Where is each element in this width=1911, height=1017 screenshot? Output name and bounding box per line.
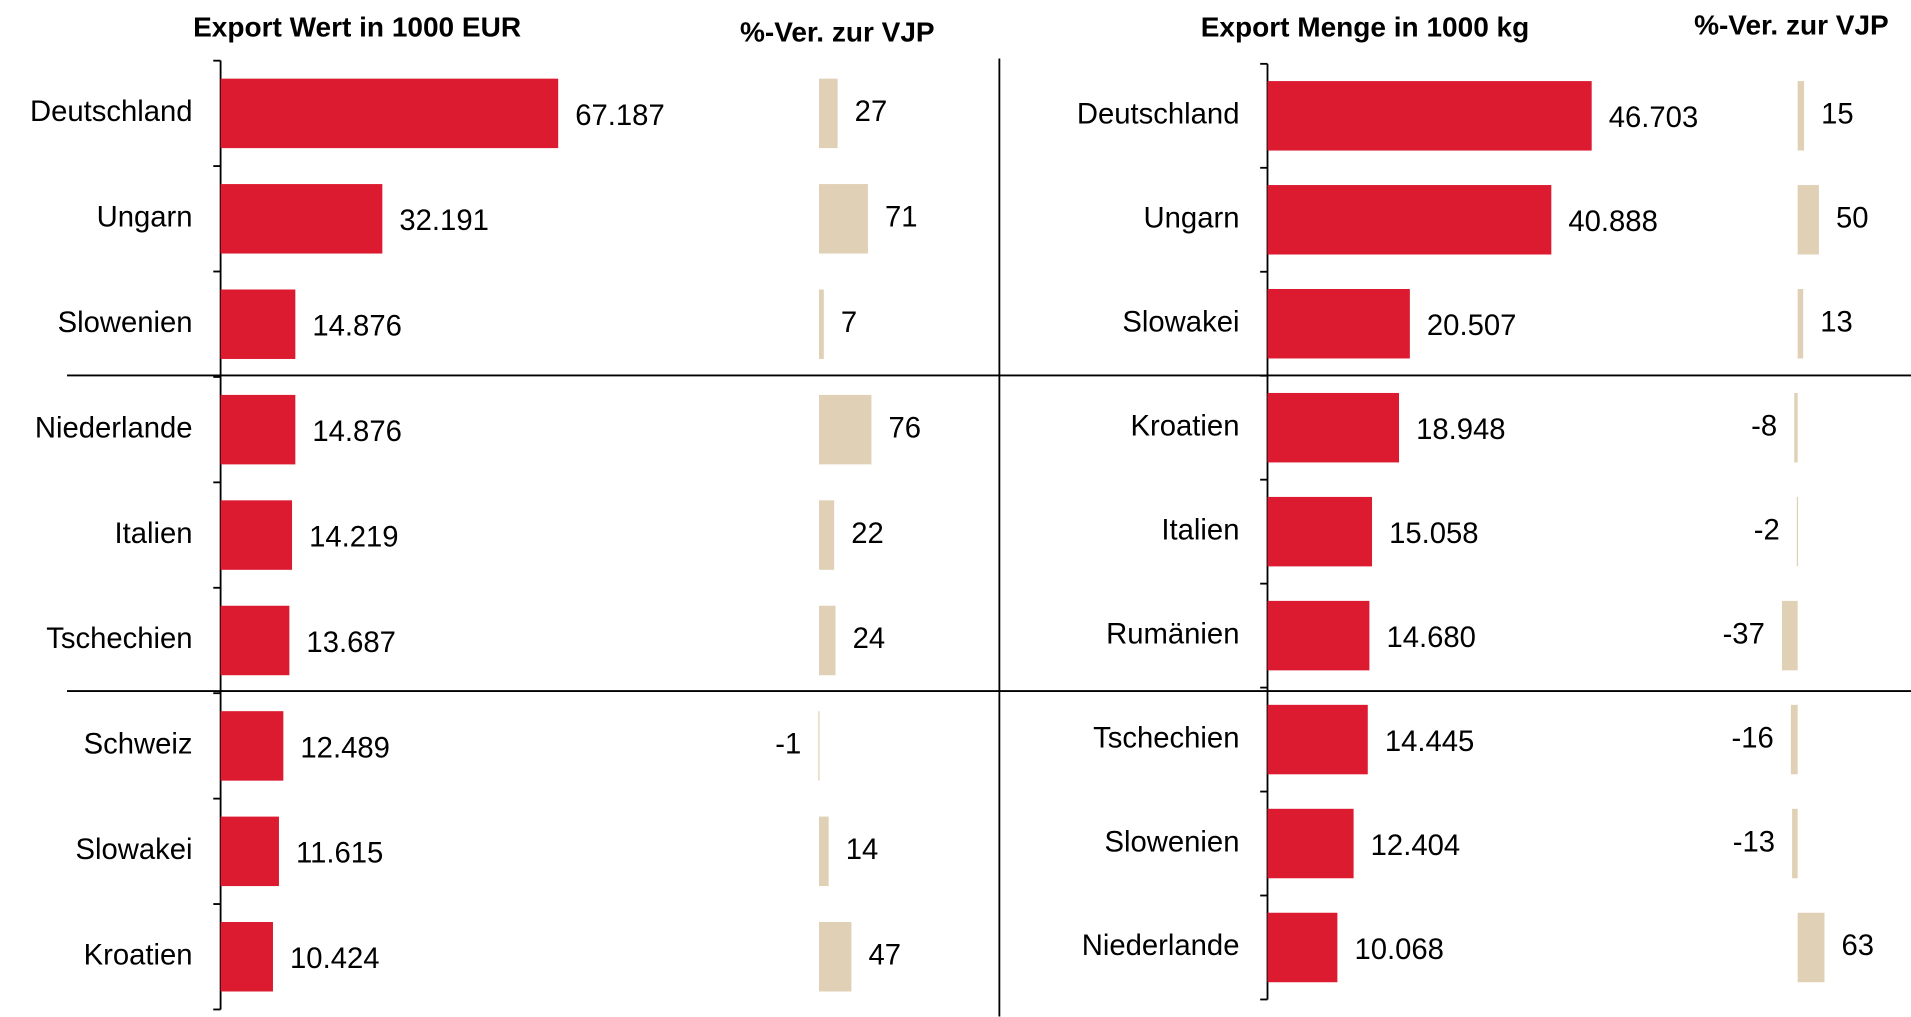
value-bar (220, 394, 296, 465)
category-label: Slowakei (1122, 306, 1239, 338)
category-label: Kroatien (84, 939, 193, 971)
change-bar (819, 922, 852, 992)
value-bar (220, 289, 296, 359)
change-bar (1792, 808, 1798, 879)
value-label: 18.948 (1416, 414, 1505, 446)
change-label: 15 (1821, 99, 1854, 131)
category-label: Deutschland (30, 96, 193, 128)
value-bar (220, 184, 383, 254)
change-label: 71 (885, 202, 918, 234)
category-label: Deutschland (1077, 99, 1240, 131)
change-label: 7 (841, 307, 857, 339)
change-bar (819, 184, 868, 254)
value-label: 46.703 (1609, 102, 1698, 134)
change-label: -16 (1732, 722, 1774, 754)
change-bar (1796, 496, 1799, 567)
value-bar (1267, 600, 1370, 671)
value-label: 12.404 (1371, 830, 1460, 862)
category-label: Tschechien (46, 623, 192, 655)
change-label: 22 (851, 518, 884, 550)
change-bar (1781, 600, 1798, 671)
value-bar (1267, 912, 1338, 983)
category-label: Kroatien (1131, 410, 1240, 442)
value-bar (220, 78, 559, 149)
value-label: 14.876 (312, 311, 401, 343)
change-bar (819, 816, 829, 887)
value-label: 32.191 (399, 205, 488, 237)
change-label: -13 (1733, 826, 1775, 858)
change-label: 24 (853, 623, 886, 655)
value-bar (220, 605, 290, 676)
value-label: 12.489 (300, 732, 389, 764)
value-label: 13.687 (306, 627, 395, 659)
category-label: Italien (1161, 514, 1239, 546)
value-label: 15.058 (1389, 518, 1478, 550)
value-bar (220, 500, 293, 570)
value-label: 14.876 (312, 416, 401, 448)
category-label: Slowakei (76, 834, 193, 866)
change-label: 13 (1820, 306, 1853, 338)
category-label: Niederlande (35, 412, 193, 444)
change-label: 47 (868, 939, 901, 971)
value-label: 40.888 (1568, 206, 1657, 238)
category-label: Ungarn (97, 202, 193, 234)
value-label: 14.680 (1386, 622, 1475, 654)
value-bar (220, 711, 284, 781)
change-bar (819, 605, 836, 676)
category-label: Slowenien (58, 307, 193, 339)
change-label: 63 (1842, 930, 1875, 962)
change-bar (1797, 185, 1819, 255)
change-label: -37 (1723, 618, 1765, 650)
category-label: Ungarn (1144, 203, 1240, 235)
change-label: 50 (1836, 203, 1869, 235)
value-title: Export Wert in 1000 EUR (193, 12, 521, 43)
value-bar (1267, 392, 1400, 463)
value-label: 10.068 (1354, 934, 1443, 966)
change-label: -8 (1751, 410, 1777, 442)
change-label: 76 (888, 412, 921, 444)
change-bar (819, 289, 824, 359)
value-label: 20.507 (1427, 310, 1516, 342)
category-label: Schweiz (84, 729, 193, 761)
change-bar (818, 711, 820, 781)
value-label: 14.219 (309, 521, 398, 553)
value-bar (1267, 289, 1410, 359)
change-bar (1797, 289, 1804, 359)
category-label: Niederlande (1082, 930, 1240, 962)
value-bar (1267, 496, 1373, 567)
value-bar (220, 922, 273, 992)
value-bar (1267, 81, 1592, 151)
change-bar (819, 78, 838, 149)
value-label: 11.615 (296, 838, 383, 870)
change-label: 14 (846, 834, 879, 866)
change-label: -1 (775, 729, 801, 761)
value-label: 10.424 (290, 943, 379, 975)
value-bar (1267, 185, 1552, 255)
change-label: -2 (1754, 514, 1780, 546)
change-title: %-Ver. zur VJP (740, 17, 935, 48)
change-bar (1790, 704, 1798, 775)
category-label: Rumänien (1106, 618, 1239, 650)
value-bar (1267, 704, 1368, 775)
change-bar (1797, 912, 1825, 983)
change-bar (1797, 81, 1805, 151)
change-label: 27 (855, 96, 888, 128)
category-label: Slowenien (1105, 826, 1240, 858)
value-label: 14.445 (1385, 726, 1474, 758)
change-title: %-Ver. zur VJP (1694, 9, 1889, 40)
category-label: Tschechien (1093, 722, 1239, 754)
change-bar (819, 500, 835, 570)
change-bar (1794, 392, 1798, 463)
change-bar (819, 394, 872, 465)
value-title: Export Menge in 1000 kg (1201, 12, 1530, 43)
value-bar (1267, 808, 1354, 879)
value-bar (220, 816, 279, 887)
category-label: Italien (115, 518, 193, 550)
value-label: 67.187 (575, 100, 664, 132)
